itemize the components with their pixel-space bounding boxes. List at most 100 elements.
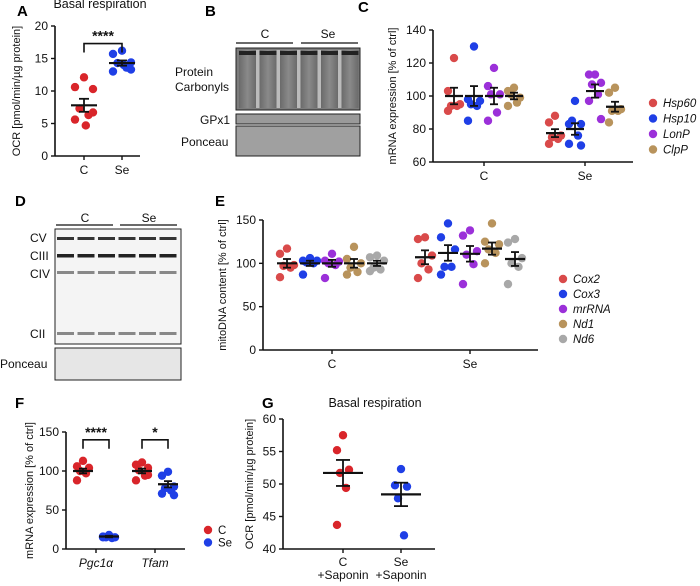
legend-label: Hsp10 xyxy=(663,114,697,126)
data-point-c xyxy=(332,520,342,530)
significance-bracket xyxy=(141,439,169,449)
data-point-cox3 xyxy=(450,245,460,254)
data-point-nd1 xyxy=(342,270,352,279)
data-point-mrrna xyxy=(458,279,468,289)
blot-band xyxy=(300,51,318,55)
blot-band xyxy=(77,332,95,335)
data-point-hsp10 xyxy=(463,116,473,125)
legend-marker xyxy=(648,129,658,139)
y-tick-label: 150 xyxy=(39,425,59,439)
legend-marker xyxy=(203,525,213,535)
blot-band xyxy=(118,254,136,258)
data-point-c xyxy=(332,446,342,455)
data-point-lonp xyxy=(596,78,606,88)
y-tick-label: 140 xyxy=(406,23,426,37)
significance-bracket xyxy=(83,42,123,53)
blot-band xyxy=(57,237,74,240)
data-point-cox3 xyxy=(436,270,446,279)
x-tick-label: Se xyxy=(578,169,593,183)
blot-band xyxy=(159,332,177,335)
legend-marker xyxy=(648,98,658,108)
data-point-se xyxy=(108,49,118,59)
y-tick-label: 100 xyxy=(39,464,59,478)
legend-marker xyxy=(558,334,568,344)
data-point-nd6 xyxy=(503,238,513,247)
legend: Cox2 Cox3 mrRNA Nd1 Nd6 xyxy=(558,274,611,346)
data-point-cox2 xyxy=(427,251,437,260)
blot-band xyxy=(118,332,136,335)
data-point-se xyxy=(157,471,167,480)
lane-gap xyxy=(297,50,301,108)
blot-band xyxy=(98,271,115,274)
blot-band xyxy=(77,254,95,258)
panel-letter-b: B xyxy=(205,3,216,20)
data-point-cox2 xyxy=(282,244,292,253)
data-point-hsp60 xyxy=(550,111,560,121)
legend-label: LonP xyxy=(663,129,690,141)
lane-gap xyxy=(338,50,342,108)
y-tick-label: 45 xyxy=(263,510,277,524)
blot-lane xyxy=(239,50,256,108)
panel-letter-a: A xyxy=(17,3,28,20)
chart-panel-f: 0 50 100 150 Pgc1α Tfam mRNA expression [% of … xyxy=(24,422,232,570)
legend-label: Cox3 xyxy=(573,289,600,301)
data-point-se xyxy=(396,464,406,474)
data-point-lonp xyxy=(495,90,505,99)
data-point-nd6 xyxy=(376,265,385,274)
x-tick-label: +Saponin xyxy=(317,568,368,582)
lane-gap xyxy=(276,50,280,108)
data-point-hsp10 xyxy=(576,119,586,129)
data-point-se xyxy=(163,467,173,476)
data-point-se xyxy=(169,490,179,500)
y-tick-label: 0 xyxy=(52,542,59,556)
legend-label: Se xyxy=(218,538,232,550)
data-point-cox2 xyxy=(420,233,430,242)
data-point-clpp xyxy=(604,88,614,97)
data-point-se xyxy=(402,482,412,491)
blot-band xyxy=(159,254,177,258)
legend: Hsp60 Hsp10 LonP ClpP xyxy=(648,98,697,157)
data-point-c xyxy=(344,465,354,474)
data-point-c xyxy=(75,104,84,113)
data-point-nd6 xyxy=(365,266,375,276)
data-point-nd6 xyxy=(365,253,375,262)
legend-label: Hsp60 xyxy=(663,98,697,110)
blot-band xyxy=(159,237,177,240)
significance-bracket xyxy=(82,439,110,449)
blot-band xyxy=(98,332,115,335)
data-point-cox2 xyxy=(424,265,433,274)
data-point-lonp xyxy=(492,108,502,117)
data-point-c xyxy=(70,115,80,124)
data-point-lonp xyxy=(596,114,606,124)
legend-marker xyxy=(558,304,568,314)
data-point-hsp10 xyxy=(570,96,580,106)
data-point-cox2 xyxy=(275,249,285,258)
y-axis-label: mRNA expression [% of ctrl] xyxy=(24,422,36,559)
y-tick-label: 80 xyxy=(413,122,427,136)
blot-d-label-civ: CIV xyxy=(30,267,50,281)
data-point-clpp xyxy=(604,118,614,127)
blot-d-label-ciii: CIII xyxy=(30,249,49,263)
data-point-mrrna xyxy=(327,249,337,258)
data-point-c xyxy=(88,84,98,94)
data-point-c xyxy=(131,476,141,485)
western-blot-d: C Se CV CIII CIV CII Ponceau xyxy=(0,211,182,381)
blot-band xyxy=(118,271,136,274)
data-point-se xyxy=(108,67,118,76)
y-tick-label: 50 xyxy=(263,477,277,491)
data-point-c xyxy=(81,121,91,130)
chart-panel-a: 0 5 10 15 20 C Se OCR [pmol/min/µg protein] Basa… xyxy=(11,0,147,177)
x-tick-label: C xyxy=(339,555,348,569)
data-point-c xyxy=(88,108,98,117)
chart-panel-e: 0 50 100 150 C Se mitoDNA content [% of ctrl] C… xyxy=(217,213,611,371)
data-point-lonp xyxy=(590,70,600,79)
data-point-c xyxy=(79,73,89,82)
y-axis-label: mRNA expression [% of ctrl] xyxy=(387,28,399,165)
data-point-cox3 xyxy=(447,262,456,271)
data-point-lonp xyxy=(584,96,594,106)
blot-band xyxy=(57,271,74,274)
x-tick-label: C xyxy=(328,357,337,371)
y-tick-label: 50 xyxy=(243,300,257,314)
y-tick-label: 55 xyxy=(263,445,277,459)
